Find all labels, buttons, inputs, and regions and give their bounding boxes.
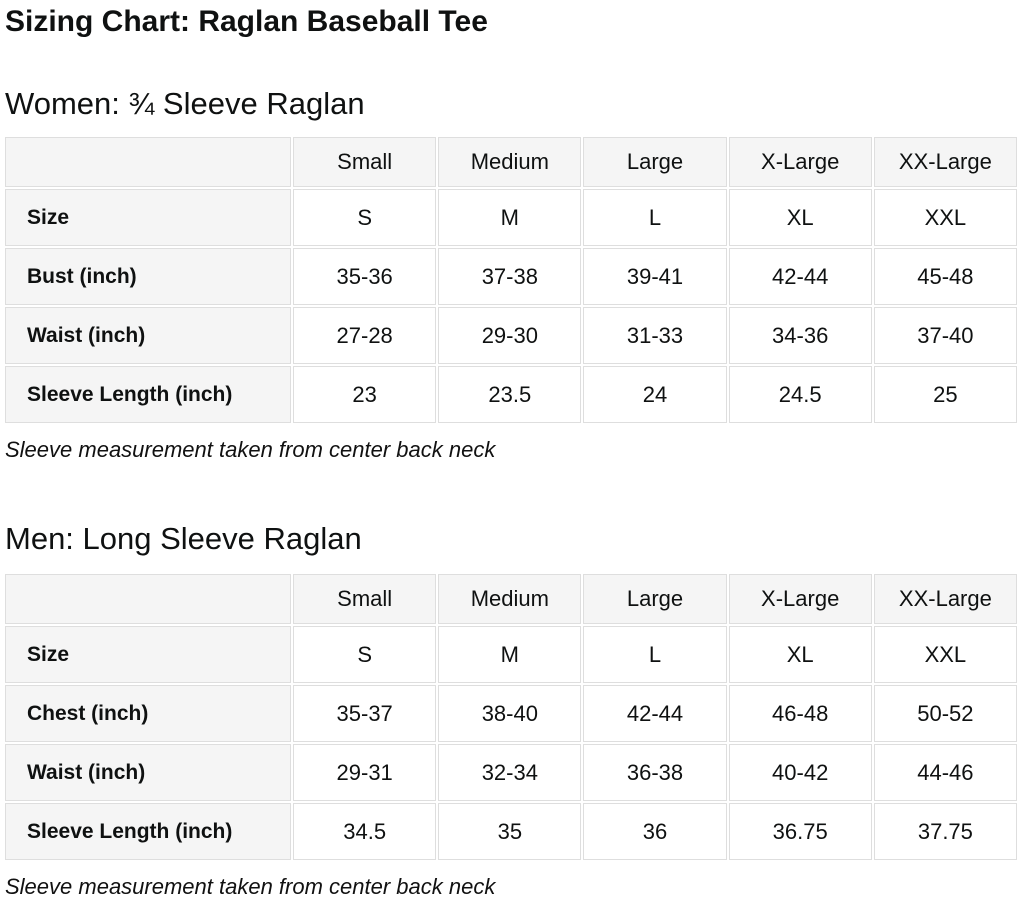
table-cell: 40-42 bbox=[728, 744, 872, 801]
table-cell: 50-52 bbox=[873, 685, 1017, 742]
table-cell: 42-44 bbox=[583, 685, 727, 742]
column-header-small: Small bbox=[293, 137, 437, 187]
column-header-xxlarge: XX-Large bbox=[873, 137, 1017, 187]
table-row-size: Size S M L XL XXL bbox=[5, 626, 1017, 683]
table-cell: 34-36 bbox=[728, 307, 872, 364]
table-header-row: Small Medium Large X-Large XX-Large bbox=[5, 137, 1017, 187]
table-cell: 42-44 bbox=[728, 248, 872, 305]
women-table-note: Sleeve measurement taken from center bac… bbox=[5, 437, 496, 462]
table-row-bust: Bust (inch) 35-36 37-38 39-41 42-44 45-4… bbox=[5, 248, 1017, 305]
table-cell: XL bbox=[728, 189, 872, 246]
table-cell: XL bbox=[728, 626, 872, 683]
table-cell: 36.75 bbox=[728, 803, 872, 860]
men-size-table: Small Medium Large X-Large XX-Large Size… bbox=[3, 572, 1019, 862]
table-cell: 36-38 bbox=[583, 744, 727, 801]
row-label-size: Size bbox=[5, 189, 292, 246]
table-cell: L bbox=[583, 626, 727, 683]
section-heading-women: Women: ¾ Sleeve Raglan bbox=[5, 86, 365, 121]
row-label-sleeve-length: Sleeve Length (inch) bbox=[5, 803, 292, 860]
column-header-xxlarge: XX-Large bbox=[873, 574, 1017, 624]
table-cell: 35 bbox=[438, 803, 582, 860]
table-cell: L bbox=[583, 189, 727, 246]
table-cell: 37.75 bbox=[873, 803, 1017, 860]
row-label-waist: Waist (inch) bbox=[5, 307, 292, 364]
table-cell: 24.5 bbox=[728, 366, 872, 423]
table-cell: S bbox=[293, 626, 437, 683]
table-cell: 45-48 bbox=[873, 248, 1017, 305]
table-cell: 46-48 bbox=[728, 685, 872, 742]
table-cell: 36 bbox=[583, 803, 727, 860]
table-cell: XXL bbox=[873, 189, 1017, 246]
table-cell: 39-41 bbox=[583, 248, 727, 305]
column-header-xlarge: X-Large bbox=[728, 137, 872, 187]
column-header-small: Small bbox=[293, 574, 437, 624]
table-row-size: Size S M L XL XXL bbox=[5, 189, 1017, 246]
table-cell: 25 bbox=[873, 366, 1017, 423]
table-cell: 38-40 bbox=[438, 685, 582, 742]
table-cell: 35-36 bbox=[293, 248, 437, 305]
page-title: Sizing Chart: Raglan Baseball Tee bbox=[5, 5, 488, 38]
table-cell: 37-38 bbox=[438, 248, 582, 305]
table-header-row: Small Medium Large X-Large XX-Large bbox=[5, 574, 1017, 624]
column-header-blank bbox=[5, 137, 292, 187]
table-cell: 44-46 bbox=[873, 744, 1017, 801]
table-row-waist: Waist (inch) 27-28 29-30 31-33 34-36 37-… bbox=[5, 307, 1017, 364]
column-header-large: Large bbox=[583, 137, 727, 187]
section-heading-men: Men: Long Sleeve Raglan bbox=[5, 521, 362, 556]
table-cell: M bbox=[438, 189, 582, 246]
table-cell: 32-34 bbox=[438, 744, 582, 801]
column-header-blank bbox=[5, 574, 292, 624]
column-header-medium: Medium bbox=[438, 137, 582, 187]
table-cell: 34.5 bbox=[293, 803, 437, 860]
table-cell: 23.5 bbox=[438, 366, 582, 423]
table-cell: 27-28 bbox=[293, 307, 437, 364]
table-cell: 37-40 bbox=[873, 307, 1017, 364]
table-row-sleeve-length: Sleeve Length (inch) 23 23.5 24 24.5 25 bbox=[5, 366, 1017, 423]
table-cell: 35-37 bbox=[293, 685, 437, 742]
table-row-chest: Chest (inch) 35-37 38-40 42-44 46-48 50-… bbox=[5, 685, 1017, 742]
table-row-waist: Waist (inch) 29-31 32-34 36-38 40-42 44-… bbox=[5, 744, 1017, 801]
column-header-xlarge: X-Large bbox=[728, 574, 872, 624]
row-label-waist: Waist (inch) bbox=[5, 744, 292, 801]
table-cell: 24 bbox=[583, 366, 727, 423]
column-header-medium: Medium bbox=[438, 574, 582, 624]
table-cell: 31-33 bbox=[583, 307, 727, 364]
table-cell: XXL bbox=[873, 626, 1017, 683]
table-cell: M bbox=[438, 626, 582, 683]
row-label-chest: Chest (inch) bbox=[5, 685, 292, 742]
row-label-bust: Bust (inch) bbox=[5, 248, 292, 305]
column-header-large: Large bbox=[583, 574, 727, 624]
table-cell: 29-30 bbox=[438, 307, 582, 364]
table-cell: 29-31 bbox=[293, 744, 437, 801]
row-label-size: Size bbox=[5, 626, 292, 683]
table-row-sleeve-length: Sleeve Length (inch) 34.5 35 36 36.75 37… bbox=[5, 803, 1017, 860]
women-size-table: Small Medium Large X-Large XX-Large Size… bbox=[3, 135, 1019, 425]
table-cell: S bbox=[293, 189, 437, 246]
men-table-note: Sleeve measurement taken from center bac… bbox=[5, 874, 496, 899]
table-cell: 23 bbox=[293, 366, 437, 423]
row-label-sleeve-length: Sleeve Length (inch) bbox=[5, 366, 292, 423]
